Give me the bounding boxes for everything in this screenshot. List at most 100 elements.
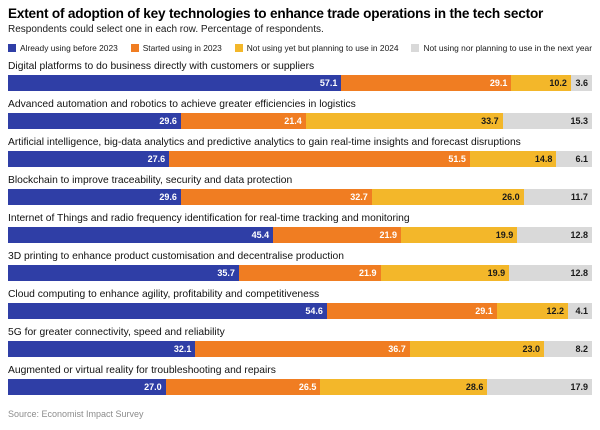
legend-item: Already using before 2023: [8, 43, 118, 53]
bar-value-label: 33.7: [481, 116, 499, 126]
legend-swatch-started-using-in-2023: [130, 44, 139, 52]
bar-segment-not-using-yet-but-planning-to-use-in-2024: 33.7: [305, 113, 503, 129]
bar-value-label: 19.9: [487, 268, 506, 278]
bar-segment-not-using-nor-planning-to-use-in-the-next-year: 8.2: [544, 341, 592, 357]
bar-segment-started-using-in-2023: 36.7: [195, 341, 410, 357]
stacked-bar: 32.1 36.7 23.0 8.2: [8, 341, 592, 357]
stacked-bar: 27.0 26.5 28.6 17.9: [8, 379, 592, 395]
bar-segment-already-using-before-2023: 57.1: [8, 75, 342, 91]
bar-segment-already-using-before-2023: 32.1: [8, 341, 196, 357]
bar-value-label: 57.1: [319, 78, 338, 88]
bar-segment-not-using-yet-but-planning-to-use-in-2024: 14.8: [469, 151, 557, 167]
bar-segment-started-using-in-2023: 21.9: [238, 265, 381, 281]
legend-item: Not using yet but planning to use in 202…: [234, 43, 399, 53]
bar-segment-started-using-in-2023: 21.4: [180, 113, 306, 129]
bar-segment-not-using-yet-but-planning-to-use-in-2024: 26.0: [371, 189, 524, 205]
bar-segment-already-using-before-2023: 27.6: [8, 151, 170, 167]
bar-value-label: 51.5: [448, 154, 466, 164]
bar-value-label: 23.0: [522, 344, 541, 354]
source-note: Source: Economist Impact Survey: [8, 409, 144, 419]
bar-row: Artificial intelligence, big-data analyt…: [8, 136, 592, 167]
legend: Already using before 2023 Started using …: [8, 43, 592, 53]
bar-segment-started-using-in-2023: 32.7: [180, 189, 372, 205]
bar-segment-not-using-nor-planning-to-use-in-the-next-year: 3.6: [570, 75, 592, 91]
bar-segment-already-using-before-2023: 29.6: [8, 113, 181, 129]
bar-value-label: 29.6: [159, 192, 177, 202]
bar-segment-not-using-yet-but-planning-to-use-in-2024: 10.2: [511, 75, 571, 91]
bar-value-label: 6.1: [575, 154, 588, 164]
bar-segment-not-using-nor-planning-to-use-in-the-next-year: 12.8: [509, 265, 592, 281]
bar-segment-started-using-in-2023: 21.9: [273, 227, 402, 243]
bar-segment-not-using-nor-planning-to-use-in-the-next-year: 6.1: [556, 151, 592, 167]
bar-value-label: 14.8: [534, 154, 553, 164]
bar-segment-already-using-before-2023: 45.4: [8, 227, 274, 243]
bar-value-label: 3.6: [575, 78, 588, 88]
bar-value-label: 26.5: [298, 382, 317, 392]
bar-segment-already-using-before-2023: 29.6: [8, 189, 181, 205]
bar-value-label: 12.8: [570, 230, 588, 240]
bar-segment-not-using-nor-planning-to-use-in-the-next-year: 15.3: [502, 113, 592, 129]
bar-value-label: 28.6: [465, 382, 484, 392]
bar-value-label: 45.4: [251, 230, 270, 240]
legend-label: Not using nor planning to use in the nex…: [423, 43, 592, 53]
bar-row: Cloud computing to enhance agility, prof…: [8, 288, 592, 319]
bar-value-label: 8.2: [575, 344, 588, 354]
stacked-bar: 54.6 29.1 12.2 4.1: [8, 303, 592, 319]
stacked-bar: 29.6 21.4 33.7 15.3: [8, 113, 592, 129]
bar-value-label: 21.9: [379, 230, 398, 240]
bar-value-label: 29.6: [159, 116, 177, 126]
bar-value-label: 10.2: [549, 78, 567, 88]
legend-label: Started using in 2023: [142, 43, 222, 53]
bar-segment-not-using-yet-but-planning-to-use-in-2024: 23.0: [409, 341, 545, 357]
stacked-bar: 29.6 32.7 26.0 11.7: [8, 189, 592, 205]
bar-segment-started-using-in-2023: 51.5: [169, 151, 470, 167]
bar-segment-not-using-nor-planning-to-use-in-the-next-year: 11.7: [523, 189, 592, 205]
bar-value-label: 17.9: [570, 382, 588, 392]
bar-category-label: Internet of Things and radio frequency i…: [8, 213, 410, 224]
legend-item: Started using in 2023: [130, 43, 222, 53]
bar-segment-started-using-in-2023: 29.1: [341, 75, 512, 91]
bar-row: 3D printing to enhance product customisa…: [8, 250, 592, 281]
bar-value-label: 29.1: [475, 306, 493, 316]
bar-segment-not-using-yet-but-planning-to-use-in-2024: 12.2: [496, 303, 569, 319]
legend-label: Already using before 2023: [20, 43, 118, 53]
bar-value-label: 29.1: [489, 78, 508, 88]
bar-row: Augmented or virtual reality for trouble…: [8, 364, 592, 395]
bar-value-label: 27.6: [147, 154, 166, 164]
stacked-bar: 45.4 21.9 19.9 12.8: [8, 227, 592, 243]
chart-subtitle: Respondents could select one in each row…: [8, 24, 324, 35]
bar-value-label: 32.1: [173, 344, 192, 354]
bar-segment-not-using-yet-but-planning-to-use-in-2024: 28.6: [320, 379, 488, 395]
bar-value-label: 19.9: [495, 230, 514, 240]
legend-swatch-not-using-yet-but-planning-to-use-in-2024: [234, 44, 243, 52]
stacked-bar: 27.6 51.5 14.8 6.1: [8, 151, 592, 167]
bar-value-label: 11.7: [570, 192, 588, 202]
bar-segment-not-using-yet-but-planning-to-use-in-2024: 19.9: [401, 227, 518, 243]
bar-value-label: 54.6: [305, 306, 323, 316]
bar-category-label: Artificial intelligence, big-data analyt…: [8, 137, 521, 148]
bar-segment-not-using-yet-but-planning-to-use-in-2024: 19.9: [380, 265, 510, 281]
bar-value-label: 32.7: [350, 192, 368, 202]
bar-value-label: 21.4: [284, 116, 302, 126]
bar-rows: Digital platforms to do business directl…: [8, 60, 592, 395]
chart-title: Extent of adoption of key technologies t…: [8, 6, 544, 21]
bar-value-label: 35.7: [217, 268, 235, 278]
bar-row: Digital platforms to do business directl…: [8, 60, 592, 91]
bar-category-label: Advanced automation and robotics to achi…: [8, 99, 356, 110]
bar-value-label: 27.0: [144, 382, 162, 392]
bar-value-label: 12.8: [570, 268, 588, 278]
bar-value-label: 4.1: [575, 306, 588, 316]
bar-value-label: 12.2: [546, 306, 565, 316]
bar-segment-not-using-nor-planning-to-use-in-the-next-year: 4.1: [568, 303, 592, 319]
bar-segment-already-using-before-2023: 35.7: [8, 265, 239, 281]
bar-value-label: 36.7: [388, 344, 406, 354]
bar-value-label: 26.0: [502, 192, 520, 202]
bar-segment-not-using-nor-planning-to-use-in-the-next-year: 17.9: [487, 379, 592, 395]
legend-item: Not using nor planning to use in the nex…: [411, 43, 592, 53]
bar-segment-already-using-before-2023: 27.0: [8, 379, 166, 395]
legend-swatch-not-using-nor-planning-to-use-in-the-next-year: [411, 44, 420, 52]
bar-row: Blockchain to improve traceability, secu…: [8, 174, 592, 205]
bar-category-label: Digital platforms to do business directl…: [8, 61, 315, 72]
bar-segment-started-using-in-2023: 26.5: [165, 379, 321, 395]
